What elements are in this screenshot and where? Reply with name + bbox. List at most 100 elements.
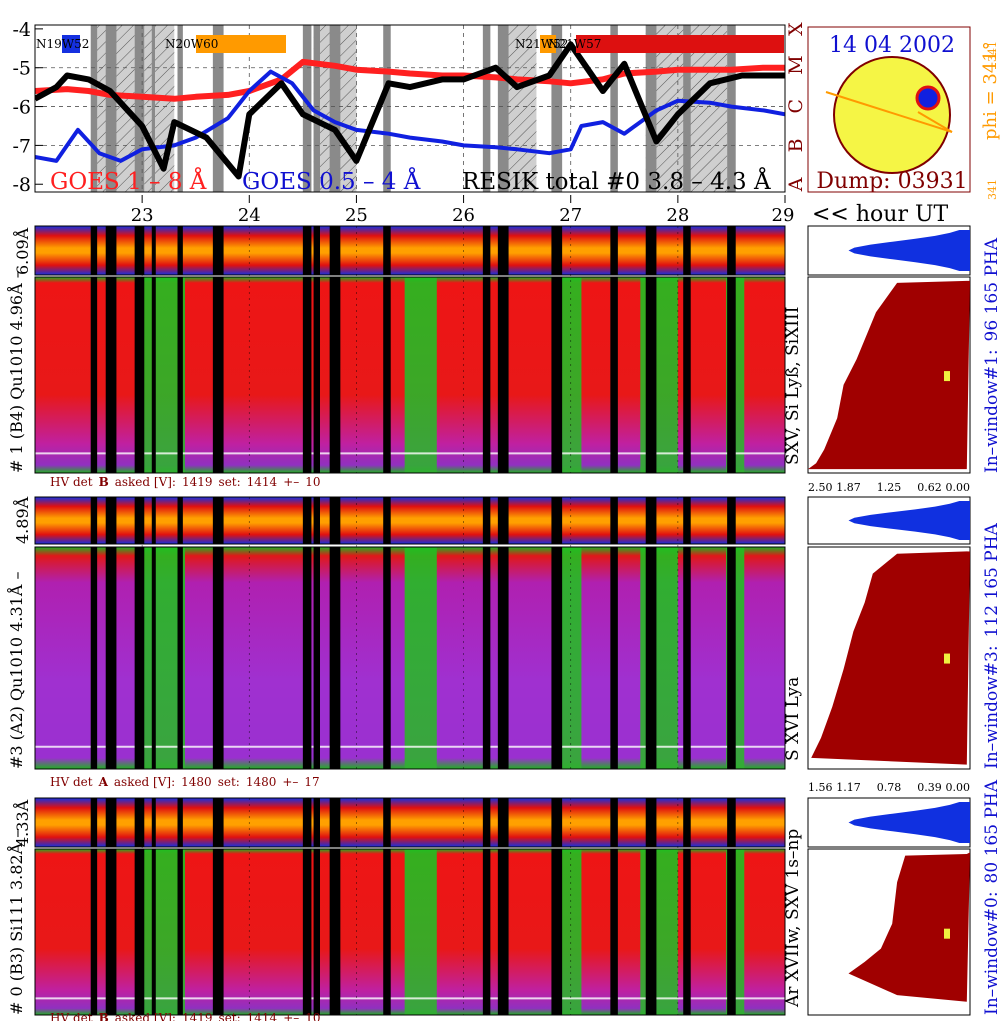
spectrogram-gap — [212, 547, 224, 769]
band-gap — [383, 798, 391, 847]
histogram-marker — [944, 928, 950, 939]
histogram-marker — [944, 653, 950, 664]
spectrogram-gap — [177, 849, 183, 1015]
time-axis-label: << hour UT — [812, 202, 948, 227]
band-gap — [302, 798, 312, 847]
active-region-marker — [915, 85, 941, 111]
band-gap — [645, 798, 657, 847]
channel-band-image — [35, 798, 785, 847]
band-gap — [105, 497, 117, 544]
channel-left-label: # 1 (B4) Qu1010 4.96Å – — [6, 270, 26, 473]
band-gap — [329, 497, 341, 544]
band-gap — [134, 497, 145, 544]
window-id: In–window#1: — [982, 349, 1002, 473]
channel-wave-top: 4.89Å — [12, 496, 32, 544]
histogram-marker — [944, 371, 950, 382]
legend-goes-long: GOES 1 – 8 Å — [50, 167, 207, 195]
band-gap — [212, 497, 224, 544]
goes-night-shading — [90, 25, 736, 192]
band-gap — [497, 798, 509, 847]
spectrogram-gap — [177, 547, 183, 769]
spectrogram-green-strip — [560, 547, 582, 769]
spectrogram-gap — [329, 277, 341, 473]
band-gap — [329, 798, 341, 847]
spectrogram-gap — [105, 277, 117, 473]
time-tick-label: 25 — [345, 205, 368, 226]
band-gap — [727, 497, 736, 544]
goes-gap-band — [482, 25, 491, 192]
band-gap — [105, 226, 117, 275]
band-gap — [151, 798, 156, 847]
histogram-x-tick: 0.62 — [917, 481, 942, 494]
spectrogram-gap — [482, 277, 491, 473]
spectrogram-gap — [497, 849, 509, 1015]
histogram-x-tick: 0.39 — [917, 781, 942, 794]
band-gap — [90, 497, 98, 544]
band-gap — [177, 497, 183, 544]
goes-gap-band — [551, 25, 563, 192]
spectrogram-gap — [134, 547, 145, 769]
hv-set: 1414 — [247, 1011, 278, 1021]
hv-prefix: HV det — [50, 1011, 93, 1021]
hv-asked_label: asked [V]: — [115, 1011, 176, 1021]
goes-gap-band — [302, 25, 312, 192]
hv-set_label: set: — [218, 775, 240, 789]
hv-set_label: set: — [219, 475, 241, 489]
band-gap — [151, 497, 156, 544]
histogram-x-tick: 0.00 — [946, 781, 971, 794]
band-gap — [383, 497, 391, 544]
spectrogram-gap — [645, 849, 657, 1015]
band-gap — [302, 497, 312, 544]
channel-lines-label: SXV, Si Lyß, SiXIII — [783, 307, 803, 465]
histogram-x-tick: 0.00 — [946, 481, 971, 494]
band-gap — [329, 226, 341, 275]
band-gap — [313, 497, 320, 544]
goes-gap-band — [177, 25, 183, 192]
resik-total-curve — [35, 41, 785, 180]
phi-small-bottom: 341 — [986, 179, 999, 200]
histogram-x-tick: 0.78 — [877, 781, 902, 794]
spectrogram-gap — [90, 277, 98, 473]
band-gap — [134, 798, 145, 847]
dump-label: Dump: 03931 — [816, 169, 967, 194]
spectrogram-gap — [212, 849, 224, 1015]
goes-gap-band — [610, 25, 618, 192]
active-region-bar — [62, 35, 80, 53]
hv-pm: +– — [283, 475, 299, 489]
spectrogram-gap — [683, 277, 691, 473]
legend-goes-short: GOES 0.5 – 4 Å — [242, 167, 421, 195]
goes-gap-band — [645, 25, 657, 192]
hv-det: B — [99, 1011, 109, 1021]
goes-long-curve — [35, 58, 785, 102]
band-gap — [482, 226, 491, 275]
band-gap — [151, 226, 156, 275]
spectrogram-gap — [134, 849, 145, 1015]
spectrogram-gap — [151, 277, 156, 473]
hv-asked: 1480 — [181, 775, 212, 789]
spectrogram-gap — [551, 849, 563, 1015]
goes-class-ticks: X M C B A — [785, 22, 807, 192]
goes-y-ticks: -4 -5 -6 -7 -8 — [12, 19, 43, 196]
band-gap — [645, 497, 657, 544]
hv-asked_label: asked [V]: — [115, 475, 176, 489]
spectrogram-gap — [610, 547, 618, 769]
orientation-line — [825, 91, 953, 133]
spectrogram-gap — [302, 547, 312, 769]
spectrogram-frame — [34, 546, 786, 770]
spectrogram-gap — [497, 277, 509, 473]
pha-distribution — [848, 802, 970, 843]
hv-set: 1414 — [247, 475, 278, 489]
channel-band-image — [35, 226, 785, 275]
spectrogram-gap — [313, 547, 320, 769]
window-numbers: 96 165 PHA — [982, 237, 1002, 341]
pha-distribution — [848, 501, 970, 540]
spectrogram-green-strip — [560, 277, 582, 473]
goes-curves — [35, 41, 785, 180]
time-tick-label: 23 — [131, 205, 154, 226]
hv-asked: 1419 — [182, 475, 213, 489]
